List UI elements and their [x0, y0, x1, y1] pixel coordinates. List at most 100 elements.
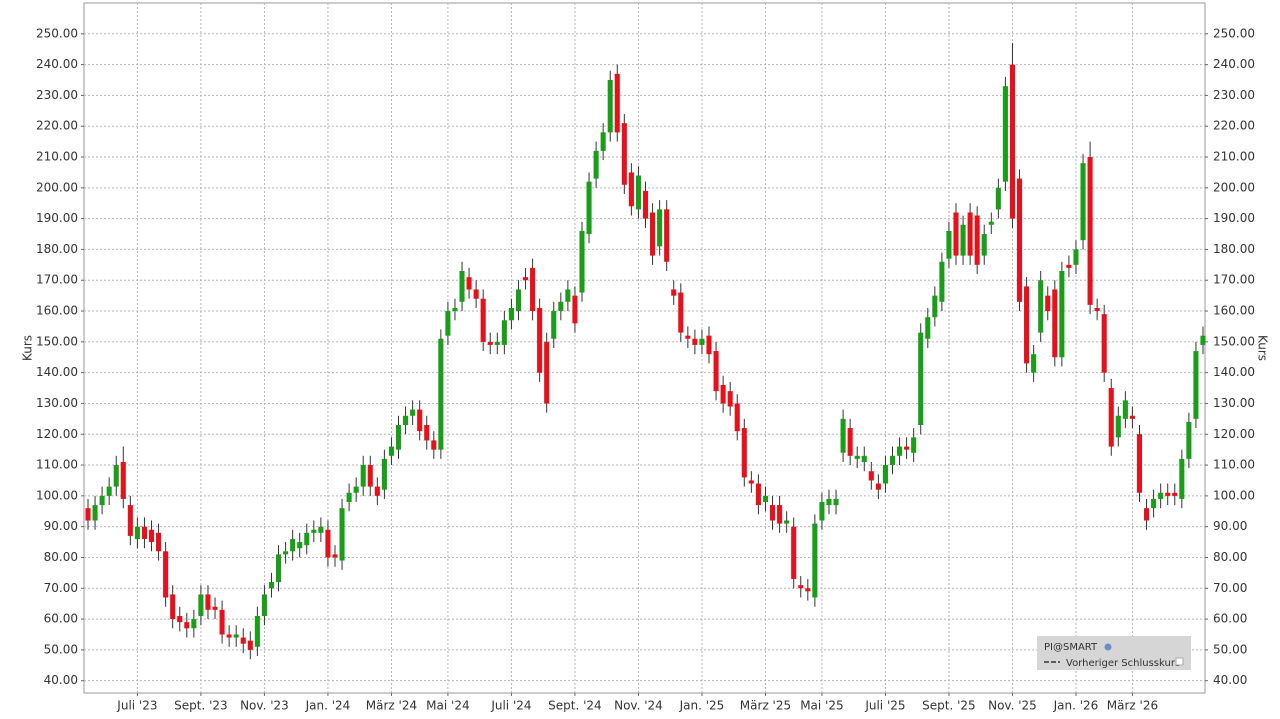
legend-title: PI@SMART	[1044, 642, 1098, 653]
candle-body	[911, 437, 917, 453]
y2-tick-label: 60.00	[1213, 612, 1247, 626]
y-axis-label: Kurs	[21, 335, 35, 361]
x-tick-label: Juli '24	[490, 699, 531, 713]
y2-tick-label: 240.00	[1213, 57, 1255, 71]
candle-body	[304, 532, 310, 546]
candle-body	[671, 289, 677, 296]
candle-body	[522, 277, 529, 281]
candle-body	[734, 403, 740, 432]
candle-body	[1101, 314, 1107, 373]
y-tick-label: 70.00	[44, 581, 78, 595]
candle-body	[360, 465, 366, 487]
candle-body	[1136, 434, 1143, 493]
y2-axis-label: Kurs	[1256, 335, 1270, 361]
candle-body	[812, 523, 818, 598]
candle-body	[1186, 421, 1192, 459]
candle-body	[784, 520, 790, 524]
candle-body	[240, 637, 246, 644]
y-tick-label: 220.00	[36, 119, 78, 133]
candle-body	[1094, 307, 1100, 312]
y-tick-label: 120.00	[36, 427, 78, 441]
candle-body	[1024, 286, 1030, 364]
y-tick-label: 230.00	[36, 88, 78, 102]
candle-body	[311, 529, 317, 533]
candle-body	[283, 551, 289, 555]
x-tick-label: März '26	[1107, 699, 1158, 713]
x-tick-label: Sept. '23	[174, 699, 228, 713]
candle-body	[374, 486, 380, 496]
candle-body	[868, 471, 874, 481]
y-tick-label: 180.00	[36, 242, 78, 256]
y-tick-label: 200.00	[36, 180, 78, 194]
candle-body	[508, 307, 514, 321]
candle-body	[642, 190, 649, 219]
candle-body	[974, 215, 980, 265]
candle-body	[988, 221, 994, 225]
candle-body	[1045, 295, 1051, 312]
candle-body	[1080, 163, 1086, 241]
candle-body	[466, 277, 472, 290]
candle-body	[607, 80, 613, 133]
candle-body	[290, 538, 296, 552]
y-tick-label: 140.00	[36, 365, 78, 379]
x-tick-label: Mai '24	[426, 699, 469, 713]
candle-body	[1122, 400, 1128, 419]
candle-body	[113, 465, 119, 487]
candle-body	[706, 335, 712, 355]
y2-tick-label: 90.00	[1213, 519, 1247, 533]
candle-body	[1144, 508, 1150, 521]
y2-tick-label: 120.00	[1213, 427, 1255, 441]
candle-body	[889, 455, 896, 466]
candle-body	[85, 508, 91, 521]
candle-body	[247, 640, 253, 650]
candle-body	[1165, 492, 1171, 496]
y2-tick-label: 110.00	[1213, 458, 1255, 472]
candle-body	[593, 150, 599, 179]
candle-body	[417, 409, 423, 432]
candle-body	[713, 351, 719, 392]
candle-body	[650, 212, 656, 256]
y-tick-label: 250.00	[36, 26, 78, 40]
candle-body	[480, 298, 486, 342]
y-tick-label: 210.00	[36, 150, 78, 164]
y2-tick-label: 80.00	[1213, 550, 1247, 564]
candle-body	[600, 132, 606, 151]
candle-body	[106, 486, 112, 496]
y-tick-label: 110.00	[36, 458, 78, 472]
candle-body	[833, 498, 839, 506]
candle-body	[946, 230, 952, 259]
candles	[85, 43, 1206, 660]
candle-body	[297, 542, 303, 549]
candle-body	[537, 307, 543, 373]
legend-checkbox[interactable]	[1175, 657, 1184, 666]
candle-body	[261, 594, 267, 616]
x-tick-label: Nov. '25	[988, 699, 1037, 713]
candle-body	[748, 480, 754, 484]
y-tick-label: 240.00	[36, 57, 78, 71]
y-tick-label: 80.00	[44, 550, 78, 564]
x-tick-label: Mai '25	[800, 699, 843, 713]
candle-body	[92, 505, 98, 521]
candle-body	[381, 458, 387, 490]
candle-body	[1066, 264, 1072, 268]
candle-body	[332, 554, 338, 558]
candle-body	[572, 295, 578, 324]
candle-body	[191, 619, 197, 629]
y-tick-label: 190.00	[36, 211, 78, 225]
y-tick-label: 50.00	[44, 642, 78, 656]
candle-body	[995, 187, 1001, 210]
y2-tick-label: 250.00	[1213, 26, 1255, 40]
candle-body	[1052, 289, 1058, 358]
candle-body	[1108, 388, 1114, 447]
x-tick-label: Jan. '25	[679, 699, 725, 713]
candle-body	[685, 335, 691, 339]
candle-body	[544, 341, 550, 404]
candle-body	[487, 341, 493, 345]
candle-body	[1115, 415, 1121, 438]
candle-body	[1200, 335, 1206, 345]
candle-body	[184, 622, 190, 629]
y-tick-label: 130.00	[36, 396, 78, 410]
candle-body	[939, 261, 945, 302]
candle-body	[755, 483, 761, 506]
y2-tick-label: 40.00	[1213, 673, 1247, 687]
